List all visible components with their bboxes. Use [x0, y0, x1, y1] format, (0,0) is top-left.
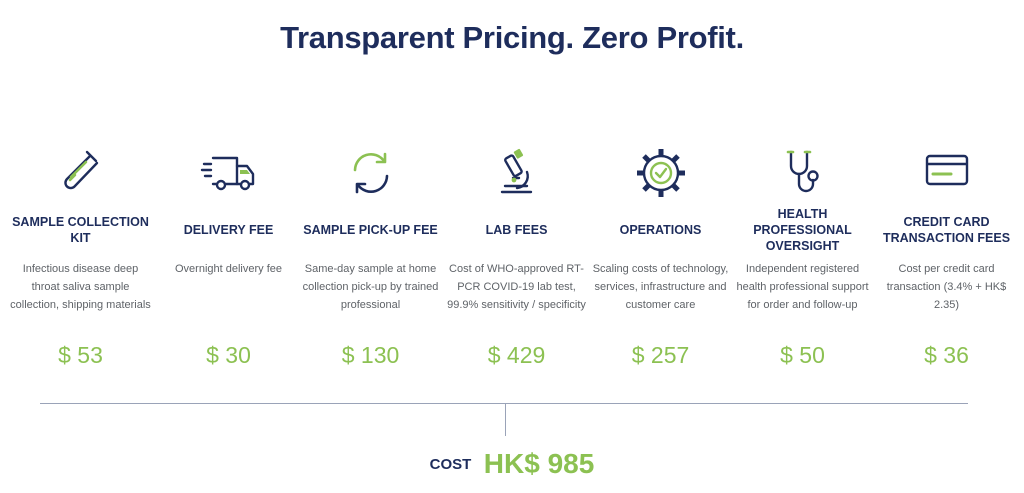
delivery-truck-icon — [199, 146, 259, 200]
test-tube-icon — [51, 146, 111, 200]
item-price: $ 30 — [206, 342, 251, 368]
pricing-item-credit-card-transaction-fees: CREDIT CARD TRANSACTION FEES Cost per cr… — [874, 146, 1019, 368]
pricing-item-health-professional-oversight: HEALTH PROFESSIONAL OVERSIGHT Independen… — [730, 146, 875, 368]
item-description: Same-day sample at home collection pick-… — [302, 263, 439, 311]
gear-check-icon — [631, 146, 691, 200]
item-price: $ 53 — [58, 342, 103, 368]
item-description: Cost per credit card transaction (3.4% +… — [886, 263, 1007, 311]
item-description: Infectious disease deep throat saliva sa… — [10, 263, 151, 311]
total-cost: COST HK$ 985 — [0, 448, 1024, 480]
item-price: $ 257 — [631, 342, 690, 368]
item-price: $ 429 — [487, 342, 546, 368]
refresh-cycle-icon — [341, 146, 401, 200]
item-description: Independent registered health profession… — [736, 263, 869, 311]
item-name: SAMPLE COLLECTION KIT — [12, 215, 149, 245]
credit-card-icon — [917, 146, 977, 200]
pricing-item-lab-fees: LAB FEES Cost of WHO-approved RT-PCR COV… — [444, 146, 589, 368]
item-name: CREDIT CARD TRANSACTION FEES — [882, 215, 1011, 245]
item-description: Scaling costs of technology, services, i… — [592, 263, 729, 311]
item-price: $ 36 — [924, 342, 969, 368]
item-name: SAMPLE PICK-UP FEE — [303, 223, 438, 237]
item-description: Cost of WHO-approved RT-PCR COVID-19 lab… — [447, 263, 586, 311]
pricing-item-sample-collection-kit: SAMPLE COLLECTION KIT Infectious disease… — [8, 146, 153, 368]
summary-divider-tick — [505, 403, 506, 436]
item-price: $ 50 — [780, 342, 825, 368]
page-title: Transparent Pricing. Zero Profit. — [280, 20, 744, 55]
pricing-breakdown: SAMPLE COLLECTION KIT Infectious disease… — [8, 146, 1024, 376]
pricing-item-delivery-fee: DELIVERY FEE Overnight delivery fee $ 30 — [156, 146, 301, 368]
item-name: DELIVERY FEE — [183, 223, 274, 237]
item-name: HEALTH PROFESSIONAL OVERSIGHT — [753, 207, 852, 253]
total-cost-value: HK$ 985 — [483, 448, 595, 479]
item-description: Overnight delivery fee — [175, 263, 282, 275]
stethoscope-icon — [773, 146, 833, 200]
item-name: LAB FEES — [485, 223, 548, 237]
microscope-icon — [487, 146, 547, 200]
item-price: $ 130 — [341, 342, 400, 368]
pricing-item-operations: OPERATIONS Scaling costs of technology, … — [588, 146, 733, 368]
total-cost-label: COST — [429, 455, 472, 473]
pricing-item-sample-pick-up-fee: SAMPLE PICK-UP FEE Same-day sample at ho… — [298, 146, 443, 368]
summary-divider — [40, 403, 968, 404]
item-name: OPERATIONS — [619, 223, 702, 237]
